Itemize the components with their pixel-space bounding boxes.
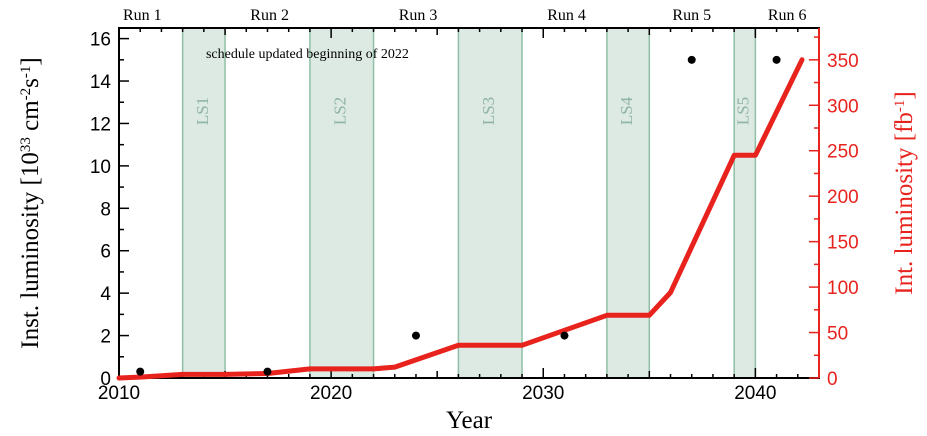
run-label: Run 6 xyxy=(768,7,807,24)
y-tick-label-left: 8 xyxy=(100,199,111,220)
y-axis-title-right: Int. luminosity [fb-1] xyxy=(891,91,918,294)
inst-luminosity-points xyxy=(136,55,781,376)
run-label: Run 5 xyxy=(672,7,711,24)
x-tick-label: 2020 xyxy=(310,383,352,404)
tick-labels: 2010 2020 2030 2040 0 2 4 6 8 10 12 14 16 0 50 100 150 20… xyxy=(90,30,859,404)
y-tick-label-left: 10 xyxy=(90,157,111,178)
x-tick-label: 2030 xyxy=(522,383,564,404)
y-tick-label-left: 16 xyxy=(90,30,111,51)
shutdown-label-ls3: LS3 xyxy=(479,97,498,125)
shutdown-band-ls1 xyxy=(181,27,226,379)
y-tick-label-left: 2 xyxy=(100,327,111,348)
shutdown-label-ls2: LS2 xyxy=(331,97,350,125)
shutdown-band-ls3 xyxy=(457,27,523,379)
series-line-int-luminosity xyxy=(116,57,805,381)
shutdown-band-ls5 xyxy=(733,27,757,379)
run-label: Run 1 xyxy=(123,7,162,24)
inst-luminosity-point xyxy=(136,367,145,376)
shutdown-band-ls4 xyxy=(606,27,651,379)
y-tick-label-left: 0 xyxy=(100,369,111,390)
shutdown-bands: LS1 LS2 LS3 LS4 LS5 xyxy=(181,27,757,379)
x-tick-label: 2010 xyxy=(98,383,140,404)
shutdown-label-ls1: LS1 xyxy=(193,97,212,125)
run-labels: Run 1 Run 2 Run 3 Run 4 Run 5 Run 6 xyxy=(123,7,807,24)
shutdown-label-ls5: LS5 xyxy=(734,97,753,125)
y-tick-label-left: 14 xyxy=(90,72,112,93)
y-axis-title-left: Inst. luminosity [1033 cm-2s-1] xyxy=(17,57,44,348)
x-axis-title: Year xyxy=(446,407,493,434)
y-tick-label-right: 50 xyxy=(827,324,848,345)
inst-luminosity-point xyxy=(263,367,272,376)
y-tick-label-right: 300 xyxy=(827,96,859,117)
y-tick-label-right: 150 xyxy=(827,233,859,254)
run-label: Run 2 xyxy=(250,7,289,24)
run-label: Run 3 xyxy=(399,7,438,24)
inst-luminosity-point xyxy=(687,55,696,64)
y-tick-label-right: 100 xyxy=(827,278,859,299)
axis-ticks xyxy=(118,28,820,379)
x-tick-label: 2040 xyxy=(734,383,776,404)
run-label: Run 4 xyxy=(547,7,586,24)
y-tick-label-right: 350 xyxy=(827,51,859,72)
inst-luminosity-point xyxy=(560,331,569,340)
y-tick-label-left: 12 xyxy=(90,114,111,135)
y-tick-label-right: 0 xyxy=(827,369,838,390)
shutdown-label-ls4: LS4 xyxy=(617,96,636,125)
shutdown-band-ls2 xyxy=(309,27,375,379)
y-tick-label-right: 200 xyxy=(827,187,859,208)
y-tick-label-left: 4 xyxy=(100,284,111,305)
y-tick-label-right: 250 xyxy=(827,142,859,163)
y-tick-label-left: 6 xyxy=(100,242,111,263)
annotation-schedule: schedule updated beginning of 2022 xyxy=(206,47,409,62)
inst-luminosity-point xyxy=(411,331,420,340)
inst-luminosity-point xyxy=(772,55,781,64)
